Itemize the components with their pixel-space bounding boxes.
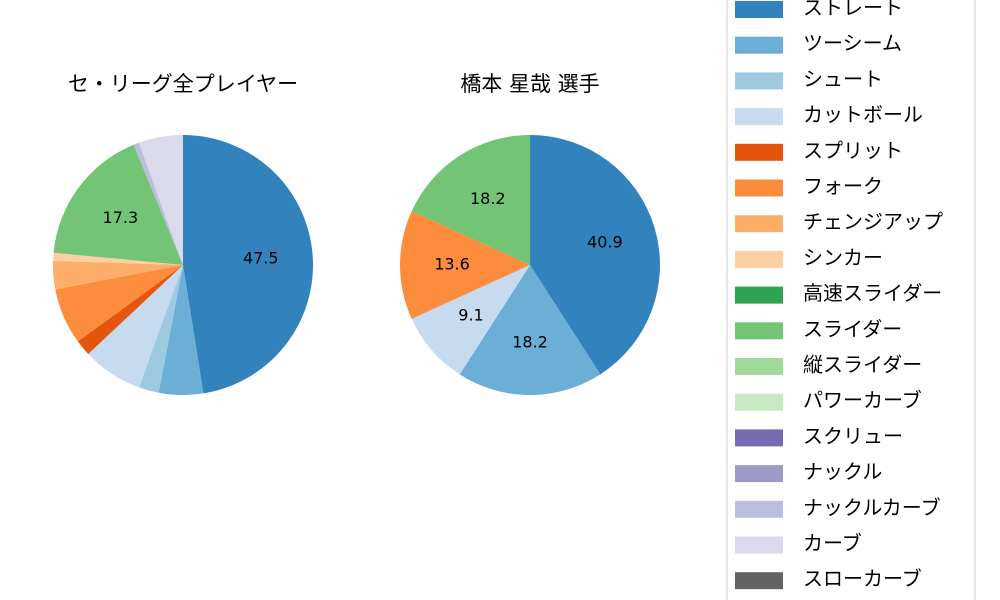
pie-slice <box>133 142 183 265</box>
legend-label: 縦スライダー <box>803 353 922 377</box>
legend-swatch <box>735 536 783 554</box>
legend-label: ナックルカーブ <box>803 495 941 519</box>
legend-swatch <box>735 465 783 483</box>
slice-label: 18.2 <box>512 333 548 352</box>
pie-slice <box>138 265 183 393</box>
legend-swatch <box>735 1 783 18</box>
legend-swatch <box>735 393 783 411</box>
pie-slice <box>53 260 183 290</box>
legend-swatch <box>735 500 783 518</box>
pie-slice <box>411 135 530 265</box>
legend-label: ツーシーム <box>803 31 902 55</box>
legend-swatch <box>735 250 783 268</box>
pie-slice <box>138 135 183 265</box>
legend-label: チェンジアップ <box>803 210 943 234</box>
legend-label: スクリュー <box>803 424 903 448</box>
legend-swatch <box>735 572 783 590</box>
pie-slice <box>55 265 183 342</box>
legend-swatch <box>735 72 783 90</box>
legend-label: ナックル <box>803 460 882 484</box>
legend-swatch <box>735 179 783 197</box>
legend-swatch <box>735 36 783 54</box>
pie-slice <box>88 265 183 388</box>
pie-slice <box>158 265 204 395</box>
legend-swatch <box>735 108 783 126</box>
pie-slice <box>530 135 660 375</box>
legend-box <box>726 0 976 600</box>
legend-label: ストレート <box>803 0 903 20</box>
pie-slice <box>53 144 183 265</box>
legend-label: スライダー <box>803 317 902 341</box>
pie-slice <box>459 265 601 395</box>
chart-title: セ・リーグ全プレイヤー <box>68 72 298 96</box>
slice-label: 47.5 <box>243 248 279 267</box>
legend-swatch <box>735 322 783 340</box>
slice-label: 40.9 <box>587 233 623 252</box>
legend-swatch <box>735 286 783 304</box>
slice-label: 17.3 <box>103 208 139 227</box>
pie-slice <box>411 211 530 265</box>
legend-swatch <box>735 358 783 375</box>
pie-slice <box>53 252 183 265</box>
legend-swatch <box>735 143 783 161</box>
chart-title: 橋本 星哉 選手 <box>460 72 599 96</box>
legend-swatch <box>735 215 783 233</box>
legend-label: シュート <box>803 67 883 91</box>
legend-label: フォーク <box>803 174 883 198</box>
slice-label: 18.2 <box>470 189 506 208</box>
legend-label: パワーカーブ <box>803 388 922 412</box>
pie-slice <box>400 211 530 319</box>
slice-label: 9.1 <box>458 306 483 325</box>
pie-slice <box>183 135 313 394</box>
slice-label: 13.6 <box>434 255 470 274</box>
pie-slice <box>77 265 183 354</box>
legend-label: スローカーブ <box>803 567 922 591</box>
legend-label: 高速スライダー <box>803 281 942 305</box>
pie-slice <box>411 265 530 375</box>
legend-label: カットボール <box>803 103 923 127</box>
legend-label: シンカー <box>803 245 883 269</box>
legend-label: スプリット <box>803 138 903 162</box>
legend-swatch <box>735 429 783 447</box>
legend-label: カーブ <box>803 531 862 555</box>
